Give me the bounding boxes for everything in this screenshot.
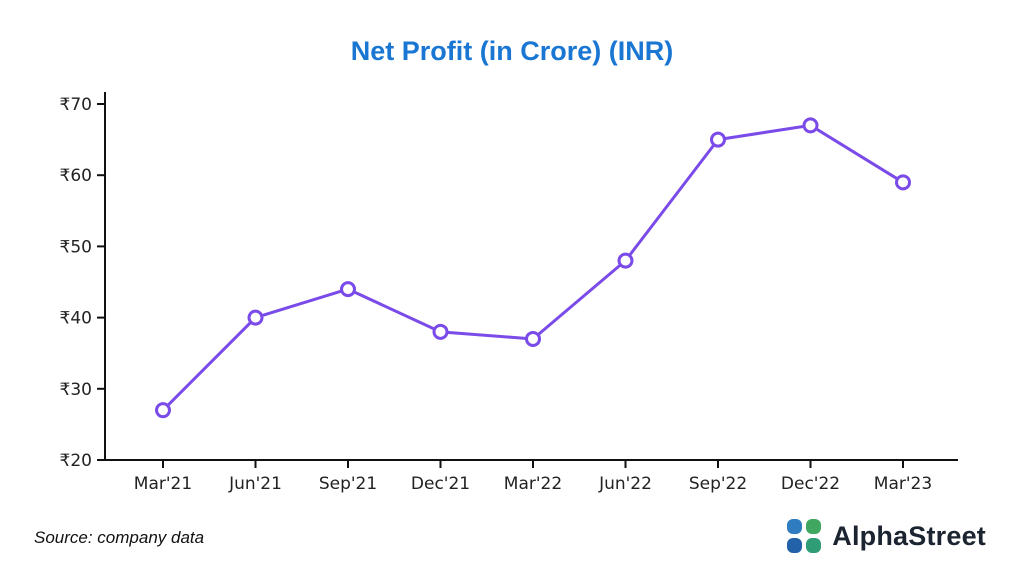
chart-title: Net Profit (in Crore) (INR): [350, 36, 674, 66]
data-point-marker: [432, 323, 449, 340]
x-tick-label: Dec'22: [781, 474, 840, 494]
logo-petal-br: [806, 538, 822, 553]
alphastreet-logo-text: AlphaStreet: [832, 520, 986, 551]
source-note: Source: company data: [34, 528, 205, 547]
data-point-marker: [802, 117, 819, 134]
data-point-marker: [340, 281, 356, 298]
logo-petal-tl: [787, 519, 803, 534]
data-point-marker: [525, 330, 541, 347]
y-tick-label: ₹60: [60, 166, 92, 186]
logo-petal-bl: [787, 538, 803, 553]
y-tick-label: ₹70: [60, 95, 92, 115]
data-point-marker: [155, 402, 171, 419]
x-tick-label: Jun'22: [598, 474, 652, 494]
x-tick-label: Sep'22: [689, 474, 747, 494]
data-point-marker: [617, 252, 634, 269]
x-tick-label: Dec'21: [411, 474, 470, 494]
data-point-marker: [895, 174, 911, 191]
data-point-marker: [247, 309, 264, 326]
x-tick-label: Mar'22: [504, 474, 562, 494]
x-tick-label: Jun'21: [228, 474, 282, 494]
y-tick-label: ₹20: [60, 451, 92, 471]
data-point-marker: [710, 131, 726, 148]
alphastreet-logo-icon: [787, 519, 822, 553]
y-tick-label: ₹30: [60, 380, 92, 400]
y-tick-label: ₹40: [60, 309, 92, 329]
logo-petal-tr: [806, 519, 822, 534]
series-line: [161, 123, 905, 412]
line-chart: ₹20 ₹30 ₹40 ₹50 ₹60 ₹70 Mar'21 Jun'21 Sep'21 Dec'…: [60, 92, 958, 494]
y-tick-label: ₹50: [60, 237, 92, 257]
x-tick-label: Mar'23: [874, 474, 932, 494]
x-tick-label: Sep'21: [319, 474, 377, 494]
alphastreet-logo: AlphaStreet: [786, 518, 986, 554]
x-tick-label: Mar'21: [134, 474, 192, 494]
